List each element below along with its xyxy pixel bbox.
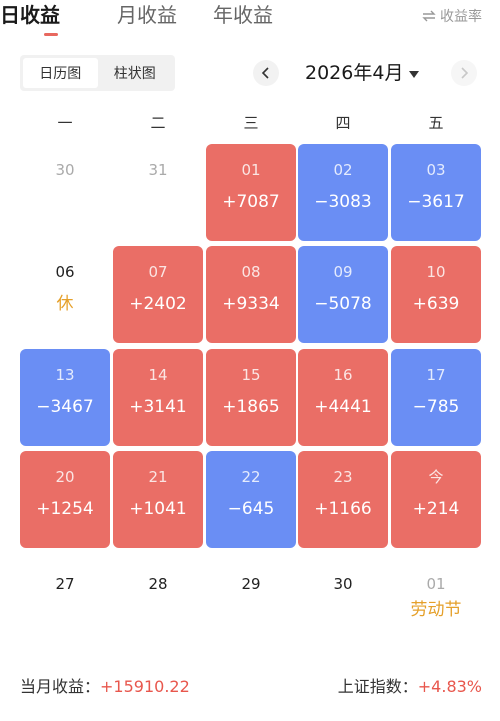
day-date: 29 (241, 575, 261, 593)
day-value: −645 (227, 499, 275, 519)
holiday-label: 劳动节 (410, 600, 462, 620)
day-value: +639 (412, 294, 460, 314)
day-date: 01 (241, 161, 261, 179)
month-selector[interactable]: 2026年4月 (305, 60, 420, 86)
day-date: 15 (241, 366, 261, 384)
day-date: 03 (426, 161, 446, 179)
day-date: 01 (426, 575, 446, 593)
day-cell[interactable]: 21 +1041 (113, 451, 203, 548)
profit-period-tabs: 日收益 月收益 年收益 收益率 (0, 0, 500, 40)
tab-daily-profit[interactable]: 日收益 (0, 3, 60, 27)
monthly-profit-summary: 当月收益：+15910.22 (20, 673, 190, 697)
day-cell[interactable]: 31 (113, 144, 203, 241)
day-date: 07 (148, 263, 168, 281)
day-cell[interactable]: 22 −645 (206, 451, 296, 548)
day-cell-today[interactable]: 今 +214 (391, 451, 481, 548)
monthly-profit-label: 当月收益： (20, 677, 101, 696)
day-value: +9334 (222, 294, 280, 314)
next-month-button[interactable] (451, 60, 477, 86)
day-cell[interactable]: 06 休 (20, 246, 110, 343)
chevron-right-icon (459, 64, 469, 83)
day-cell[interactable]: 14 +3141 (113, 349, 203, 446)
profit-rate-toggle[interactable]: 收益率 (422, 6, 482, 26)
day-date: 31 (148, 161, 168, 179)
day-date: 14 (148, 366, 168, 384)
month-label: 2026年4月 (305, 62, 404, 84)
bar-view-button[interactable]: 柱状图 (113, 66, 156, 82)
day-cell[interactable]: 20 +1254 (20, 451, 110, 548)
weekday-tue: 二 (150, 114, 166, 132)
day-cell[interactable]: 27 (20, 558, 110, 655)
day-value: −3617 (407, 192, 465, 212)
day-cell[interactable]: 03 −3617 (391, 144, 481, 241)
day-cell[interactable]: 17 −785 (391, 349, 481, 446)
day-cell[interactable]: 30 (20, 144, 110, 241)
day-date: 10 (426, 263, 446, 281)
day-date: 17 (426, 366, 446, 384)
weekday-thu: 四 (335, 114, 351, 132)
day-date: 16 (333, 366, 353, 384)
day-value: −3467 (36, 397, 94, 417)
day-cell[interactable]: 10 +639 (391, 246, 481, 343)
day-date: 22 (241, 468, 261, 486)
day-cell[interactable]: 02 −3083 (298, 144, 388, 241)
day-cell[interactable]: 23 +1166 (298, 451, 388, 548)
day-cell[interactable]: 28 (113, 558, 203, 655)
today-label: 今 (428, 468, 444, 486)
day-date: 30 (333, 575, 353, 593)
weekday-mon: 一 (57, 114, 73, 132)
day-cell[interactable]: 01 劳动节 (391, 558, 481, 655)
day-value: +3141 (129, 397, 187, 417)
tab-monthly-profit[interactable]: 月收益 (117, 3, 177, 27)
index-value: +4.83% (417, 677, 482, 696)
day-cell[interactable]: 09 −5078 (298, 246, 388, 343)
swap-arrows-icon (422, 10, 436, 22)
day-value: +7087 (222, 192, 280, 212)
day-value: −5078 (314, 294, 372, 314)
day-cell[interactable]: 08 +9334 (206, 246, 296, 343)
day-value: +4441 (314, 397, 372, 417)
day-value: +1166 (314, 499, 372, 519)
day-value: +2402 (129, 294, 187, 314)
day-cell[interactable]: 16 +4441 (298, 349, 388, 446)
chevron-left-icon (261, 64, 271, 83)
monthly-profit-value: +15910.22 (100, 677, 190, 696)
day-date: 21 (148, 468, 168, 486)
day-date: 28 (148, 575, 168, 593)
calendar-view-button[interactable]: 日历图 (23, 58, 98, 88)
day-date: 13 (55, 366, 75, 384)
day-cell[interactable]: 13 −3467 (20, 349, 110, 446)
day-date: 30 (55, 161, 75, 179)
view-toggle: 日历图 柱状图 (20, 55, 175, 91)
day-cell[interactable]: 07 +2402 (113, 246, 203, 343)
day-date: 27 (55, 575, 75, 593)
day-date: 23 (333, 468, 353, 486)
day-date: 20 (55, 468, 75, 486)
profit-rate-label: 收益率 (440, 9, 482, 25)
index-summary: 上证指数：+4.83% (338, 673, 482, 697)
weekday-fri: 五 (428, 114, 444, 132)
day-date: 06 (55, 263, 75, 281)
index-label: 上证指数： (337, 677, 418, 696)
day-value: +1254 (36, 499, 94, 519)
weekday-wed: 三 (243, 114, 259, 132)
day-value: +1041 (129, 499, 187, 519)
day-cell[interactable]: 29 (206, 558, 296, 655)
day-date: 09 (333, 263, 353, 281)
day-value: −3083 (314, 192, 372, 212)
day-cell[interactable]: 30 (298, 558, 388, 655)
caret-down-icon (409, 60, 420, 86)
day-value: +1865 (222, 397, 280, 417)
holiday-label: 休 (56, 294, 74, 314)
prev-month-button[interactable] (253, 60, 279, 86)
day-date: 08 (241, 263, 261, 281)
day-date: 02 (333, 161, 353, 179)
tab-yearly-profit[interactable]: 年收益 (213, 3, 273, 27)
day-value: +214 (412, 499, 460, 519)
active-tab-indicator (44, 33, 58, 36)
day-cell[interactable]: 01 +7087 (206, 144, 296, 241)
day-cell[interactable]: 15 +1865 (206, 349, 296, 446)
day-value: −785 (412, 397, 460, 417)
